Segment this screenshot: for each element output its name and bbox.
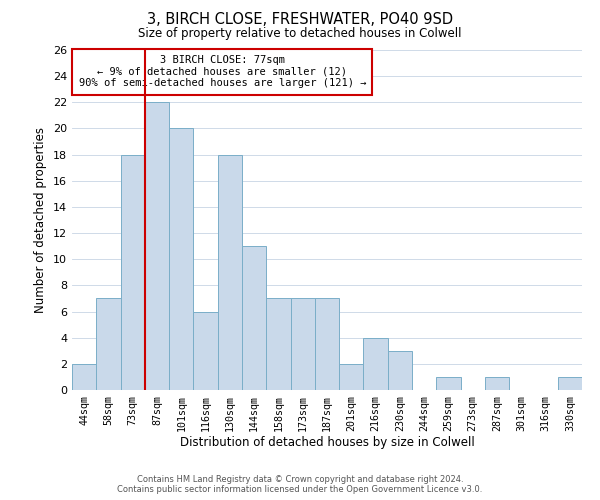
Bar <box>193 312 218 390</box>
X-axis label: Distribution of detached houses by size in Colwell: Distribution of detached houses by size … <box>179 436 475 450</box>
Text: 3 BIRCH CLOSE: 77sqm
← 9% of detached houses are smaller (12)
90% of semi-detach: 3 BIRCH CLOSE: 77sqm ← 9% of detached ho… <box>79 55 366 88</box>
Y-axis label: Number of detached properties: Number of detached properties <box>34 127 47 313</box>
Text: 3, BIRCH CLOSE, FRESHWATER, PO40 9SD: 3, BIRCH CLOSE, FRESHWATER, PO40 9SD <box>147 12 453 28</box>
Bar <box>339 364 364 390</box>
Bar <box>169 128 193 390</box>
Bar <box>218 154 242 390</box>
Bar <box>266 298 290 390</box>
Bar <box>145 102 169 390</box>
Bar <box>388 351 412 390</box>
Text: Contains HM Land Registry data © Crown copyright and database right 2024.
Contai: Contains HM Land Registry data © Crown c… <box>118 474 482 494</box>
Bar <box>485 377 509 390</box>
Bar <box>242 246 266 390</box>
Bar <box>558 377 582 390</box>
Bar <box>290 298 315 390</box>
Bar <box>72 364 96 390</box>
Bar <box>364 338 388 390</box>
Bar <box>315 298 339 390</box>
Bar <box>436 377 461 390</box>
Bar <box>96 298 121 390</box>
Bar <box>121 154 145 390</box>
Text: Size of property relative to detached houses in Colwell: Size of property relative to detached ho… <box>138 28 462 40</box>
